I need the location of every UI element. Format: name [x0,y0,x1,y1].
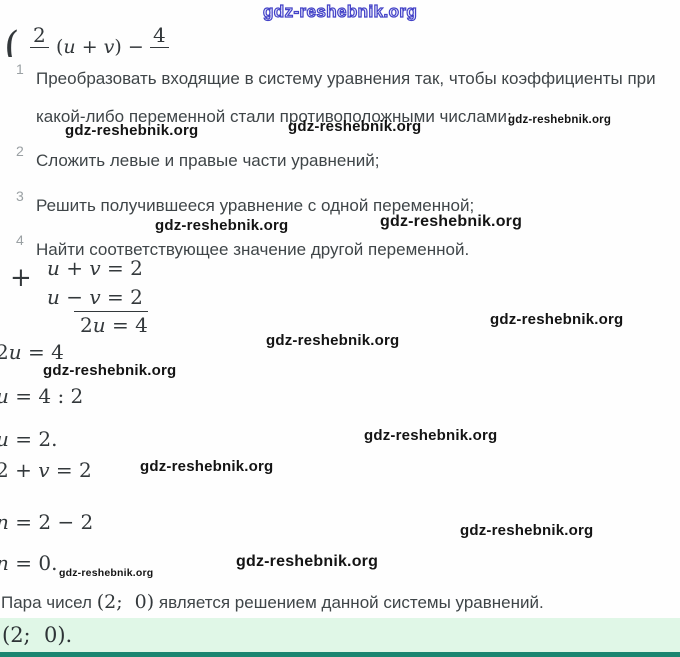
answer-text: (2; 0). [2,623,73,647]
step-item-4: 4 Найти соответствующее значение другой … [0,231,676,269]
watermark: gdz-reshebnik.org [460,522,594,539]
equation-line: n = 0. [0,551,58,575]
plus-operator: + [10,263,32,293]
sum-underline: 2u = 4 [74,311,148,337]
step-item-2: 2 Сложить левые и правые части уравнений… [0,142,676,180]
watermark: gdz-reshebnik.org [65,122,199,139]
watermark: gdz-reshebnik.org [288,118,422,135]
watermark: gdz-reshebnik.org [364,427,498,444]
fraction-left: 2 [30,24,49,48]
step-text: Сложить левые и правые части уравнений; [36,151,380,170]
equation-line: n = 2 − 2 [0,510,94,534]
step-number: 1 [16,61,24,77]
equation-line: 2 + v = 2 [0,458,92,482]
answer-pair-inline: (2; 0) [96,591,155,613]
step-text: Найти соответствующее значение другой пе… [36,240,470,259]
step-number: 3 [16,188,24,204]
step-item-3: 3 Решить получившееся уравнение с одной … [0,187,676,225]
step-number: 4 [16,232,24,248]
equation-line: 2u = 4 [0,340,64,364]
watermark: gdz-reshebnik.org [380,213,523,230]
answer-bottom-bar [0,652,680,657]
watermark: gdz-reshebnik.org [236,553,379,570]
answer-highlight: (2; 0). [0,618,680,657]
equation-line: 2u = 4 [80,313,148,337]
fraction-right-numerator: 4 [150,24,169,48]
watermark: gdz-reshebnik.org [155,217,289,234]
conclusion-prefix: Пара чисел [1,593,97,612]
step-text: Преобразовать входящие в систему уравнен… [36,69,656,126]
step-text: Решить получившееся уравнение с одной пе… [36,196,475,215]
equation-line: u − v = 2 [47,285,143,309]
fraction-left-numerator: 2 [30,24,49,48]
equation-line: u = 4 : 2 [0,384,84,408]
watermark: gdz-reshebnik.org [59,567,154,579]
conclusion-suffix: является решением данной системы уравнен… [154,593,544,612]
equation-line: u + v = 2 [47,256,143,280]
equation-middle: (u + v) − [56,36,144,57]
equation-fragment: ( 2 (u + v) − 4 [4,24,224,57]
equation-line: u = 2. [0,427,58,451]
conclusion-sentence: Пара чисел (2; 0) является решением данн… [1,591,544,613]
watermark-outline: gdz-reshebnik.org [262,1,418,21]
watermark: gdz-reshebnik.org [490,311,624,328]
step-number: 2 [16,143,24,159]
watermark: gdz-reshebnik.org [140,458,274,475]
watermark: gdz-reshebnik.org [508,114,612,126]
system-brace: ( [4,24,20,57]
fraction-right: 4 [150,24,169,48]
watermark: gdz-reshebnik.org [266,332,400,349]
watermark: gdz-reshebnik.org [43,362,177,379]
step-item-1: 1 Преобразовать входящие в систему уравн… [0,60,676,136]
